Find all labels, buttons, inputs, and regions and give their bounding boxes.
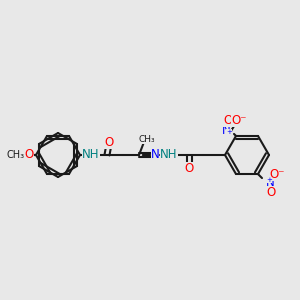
Text: O: O <box>224 114 232 128</box>
Text: N: N <box>151 148 159 161</box>
Text: O: O <box>104 136 114 148</box>
Text: O: O <box>184 161 194 175</box>
Text: O⁻: O⁻ <box>269 168 285 181</box>
Text: CH₃: CH₃ <box>7 150 25 160</box>
Text: O⁻: O⁻ <box>231 114 247 128</box>
Text: +: + <box>266 177 272 183</box>
Text: O: O <box>266 186 276 199</box>
Text: N: N <box>266 176 275 189</box>
Text: NH: NH <box>82 148 100 160</box>
Text: O: O <box>24 148 34 161</box>
Text: N: N <box>222 124 231 137</box>
Text: NH: NH <box>160 148 178 161</box>
Text: +: + <box>226 129 232 135</box>
Text: CH₃: CH₃ <box>139 134 155 143</box>
